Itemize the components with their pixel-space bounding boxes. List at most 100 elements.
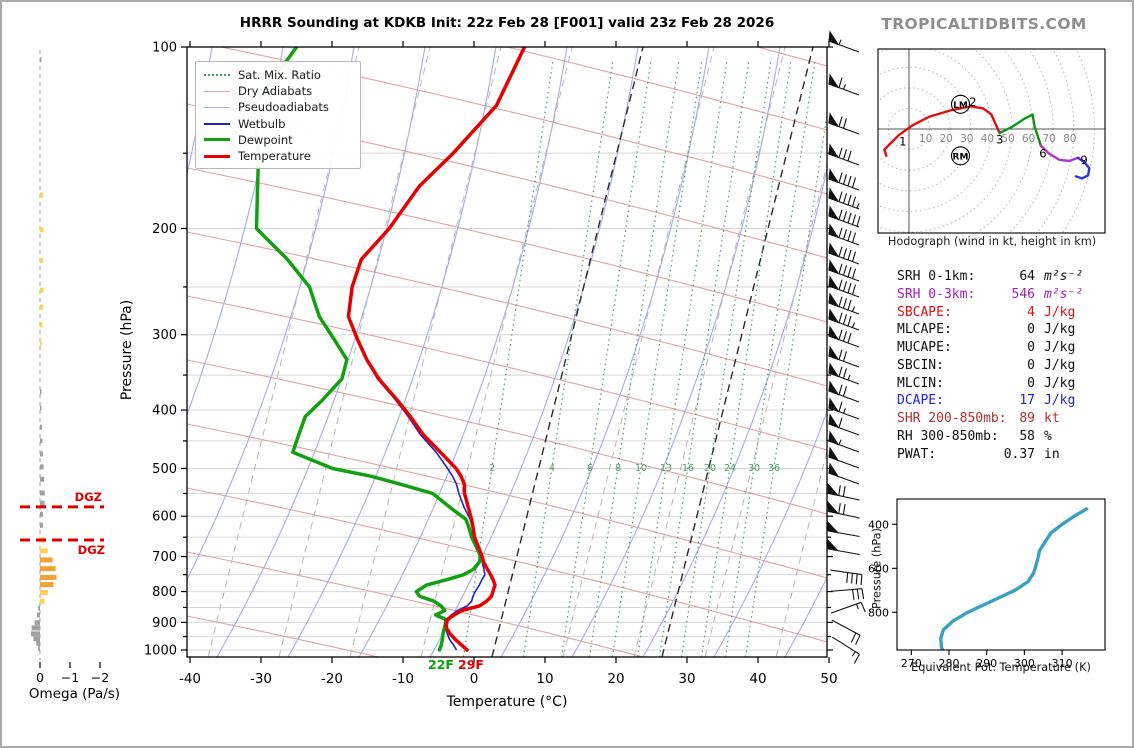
pseudoadiabat-line [429, 47, 639, 657]
wind-barb-pennant [828, 397, 840, 413]
omega-bar [40, 582, 54, 588]
thetae-x-tick-label: 300 [1014, 657, 1035, 670]
thetae-frame [896, 498, 1106, 651]
thetae-x-tick-label: 280 [939, 657, 960, 670]
wind-barb-feather [838, 227, 843, 238]
omega-bar [40, 438, 43, 444]
wind-barb-pennant [828, 112, 840, 128]
temperature-curve [346, 47, 527, 652]
omega-bar [40, 590, 48, 596]
mixing-ratio-label: 10 [635, 463, 647, 474]
wetbulb-swatch-icon [204, 122, 230, 125]
wind-barb-feather [846, 572, 849, 583]
pseudoadiabat-line [784, 576, 827, 657]
dewpoint-swatch-icon [204, 138, 230, 142]
temp-axis-tick-label: -30 [250, 671, 272, 687]
wind-barb-icon [826, 538, 860, 556]
mixing-ratio-label: 24 [724, 463, 736, 474]
stat-row-sbcape: SBCAPE: 4 J/kg [897, 304, 1129, 322]
wind-barb-pennant [828, 462, 840, 478]
pressure-axis-tick-label: 400 [152, 404, 177, 419]
wind-barb-pennant [826, 520, 840, 534]
wind-barb-icon [828, 362, 860, 385]
wind-barb-icon [828, 345, 860, 368]
stat-unit: in [1044, 446, 1060, 462]
skewt-legend: Sat. Mix. Ratio Dry Adiabats Pseudoadiab… [195, 61, 361, 170]
stat-unit: m²s⁻² [1044, 286, 1084, 302]
wind-barb-feather [838, 263, 843, 274]
stat-row-dcape: DCAPE: 17 J/kg [897, 392, 1129, 410]
wind-barb-feather [851, 268, 857, 279]
hodograph-ring-label: 60 [1022, 133, 1035, 145]
wind-barb-pennant [828, 259, 840, 275]
wind-barb-feather [842, 248, 848, 259]
mixing-ratio-line [724, 61, 816, 657]
wind-barb-pennant [828, 446, 840, 462]
wind-barb-feather [851, 589, 855, 600]
mixing-ratio-line [588, 61, 680, 657]
wind-barb-pennant [828, 275, 840, 291]
storm-motion-marker [950, 94, 971, 114]
hodograph-panel: 10 20 30 40 50 60 70 80 1 2 3 6 9 LM RM [878, 49, 1105, 233]
stat-row-mucape: MUCAPE: 0 J/kg [897, 339, 1129, 357]
wind-barb-half-feather [842, 408, 847, 414]
omega-bar [40, 511, 43, 517]
wind-barb-icon [828, 112, 860, 135]
wind-barb-icon [830, 569, 863, 585]
temp-axis-tick-label: -10 [392, 671, 414, 687]
wind-barb-feather [838, 246, 843, 257]
wind-barb-shaft [830, 601, 862, 614]
hodograph-ring-label: 20 [940, 133, 953, 145]
wind-barb-feather [842, 314, 848, 325]
legend-label: Pseudoadiabats [238, 100, 329, 115]
omega-bar [40, 340, 42, 346]
wind-barb-feather [851, 177, 857, 188]
mixing-ratio-line [462, 61, 554, 657]
omega-bar [40, 227, 44, 233]
omega-bar [36, 640, 40, 646]
omega-bar [40, 57, 42, 63]
omega-bar [31, 631, 40, 637]
omega-bar [40, 451, 43, 457]
stat-row-mlcape: MLCAPE: 0 J/kg [897, 321, 1129, 339]
stat-value: 64 [1019, 269, 1035, 284]
pressure-axis-tick-label: 800 [152, 585, 177, 600]
stat-label: RH 300-850mb: [897, 428, 999, 444]
wind-barb-icon [828, 187, 860, 210]
wind-barb-icon [828, 168, 860, 191]
wind-barb-pennant [828, 413, 840, 429]
sat-mix-ratio-swatch-icon [204, 74, 230, 77]
isotherm-highlight-line [491, 47, 644, 657]
temp-axis-tick-label: -20 [321, 671, 343, 687]
wind-barb-icon [827, 500, 860, 519]
mixing-ratio-line [700, 61, 792, 657]
wind-barb-feather [847, 230, 852, 242]
mixing-ratio-line [680, 61, 772, 657]
temp-axis-tick-label: 0 [470, 671, 479, 687]
wind-barb-feather [851, 573, 853, 584]
wind-barb-feather [838, 172, 843, 183]
wind-barb-feather [860, 602, 866, 613]
wind-barb-pennant [827, 482, 840, 497]
mixing-ratio-label: 13 [660, 463, 672, 474]
omega-bar [40, 598, 45, 604]
pseudoadiabat-line [571, 47, 781, 657]
pseudoadiabat-line [642, 166, 827, 657]
wind-barb-half-feather [856, 603, 859, 610]
stat-value: 0 [1027, 357, 1035, 373]
omega-bar [40, 557, 53, 563]
stat-label: MUCAPE: [897, 340, 952, 355]
pseudoadiabat-line [713, 409, 827, 657]
wind-barb-feather [847, 299, 852, 311]
thetae-x-tick-label: 290 [976, 657, 997, 670]
surface-temperature-label: 29F [458, 657, 484, 672]
mixing-ratio-line [636, 61, 728, 657]
wind-barb-feather [842, 386, 848, 397]
wind-barb-feather [847, 266, 852, 278]
site-logo: TROPICALTIDBITS.COM [881, 15, 1087, 33]
wind-barb-icon [828, 413, 860, 436]
hodograph-frame [877, 48, 1106, 234]
wind-barb-feather [847, 150, 852, 162]
wind-barb-feather [838, 209, 843, 220]
